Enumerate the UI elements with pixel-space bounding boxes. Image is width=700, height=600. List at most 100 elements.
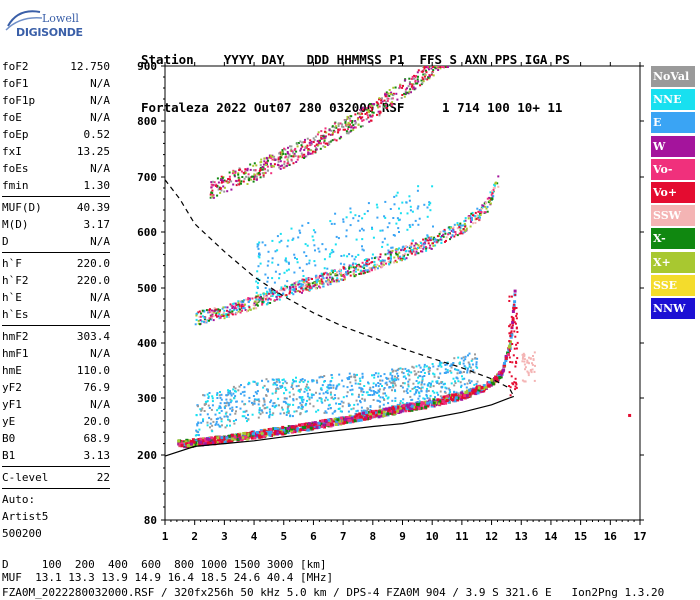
echo-third-hop-point [324,130,327,133]
echo-third-hop-point [310,140,313,143]
echo-third-hop-point [414,79,417,82]
echo-first-hop-point [269,427,273,431]
param-hmf1-label: hmF1 [2,347,29,360]
echo-second-hop-point [488,196,491,199]
echo-scatter-point [210,408,213,411]
echo-third-hop-point [284,165,287,168]
echo-second-hop-point [255,307,258,310]
echo-first-hop-point [207,438,211,442]
echo-third-hop-point [391,103,394,106]
echo-third-hop-point [253,173,256,176]
echo-scatter-point [274,391,277,394]
echo-second-hop-point [331,278,333,281]
echo-third-hop-point [273,163,276,166]
echo-scatter-point [234,395,237,398]
echo-second-hop-point [321,282,324,285]
echo-third-hop-point [281,164,284,167]
echo-third-hop-point [376,104,379,107]
param-hes-value: N/A [90,308,110,321]
echo-cloud-point [372,236,375,239]
echo-scatter-point [342,385,345,388]
echo-scatter-point [320,400,323,403]
echo-third-hop-point [268,154,271,157]
echo-first-hop-point [227,439,231,443]
echo-cloud-point [384,200,387,203]
echo-scatter-point [444,391,447,394]
echo-cloud-point [393,203,396,206]
echo-cloud-point [274,270,277,273]
echo-third-hop-point [261,166,264,168]
echo-scatter-point [224,412,227,415]
echo-second-hop-point [237,300,240,303]
echo-scatter-point [338,403,340,405]
echo-third-hop-point [437,66,440,68]
echo-first-hop-point [426,404,430,408]
echo-third-hop-point [287,162,290,165]
echo-scatter-point [207,404,210,407]
echo-cloud-point [278,241,281,244]
echo-first-hop-point [464,390,468,394]
echo-second-hop-point [389,253,392,256]
echo-third-hop-point [271,154,274,157]
echo-third-hop-point [439,66,441,68]
echo-scatter-point [202,394,205,397]
echo-first-hop-point [410,404,414,408]
echo-scatter-point [326,398,329,401]
echo-scatter-point [268,408,271,411]
param-clevel: C-level 22 [2,469,110,486]
echo-scatter-point [308,396,311,399]
echo-first-hop-point [498,371,502,374]
echo-third-hop-point [279,151,282,154]
echo-scatter-point [454,380,456,383]
echo-scatter-point [457,369,460,372]
echo-third-hop-point [395,92,398,95]
echo-scatter-point [200,408,203,411]
echo-scatter-point [203,403,206,406]
echo-third-hop-point [278,152,281,155]
echo-scatter-point [253,400,256,403]
echo-first-hop-point [490,378,494,382]
echo-scatter-point [463,371,465,373]
echo-cusp-point [510,315,513,318]
echo-cloud-point [325,280,328,283]
echo-third-hop-point [225,180,228,183]
echo-scatter-point [382,403,385,406]
echo-third-hop-point [361,119,364,122]
echo-third-hop-point [344,121,347,124]
echo-second-hop-point [393,256,396,259]
echo-third-hop-point [322,141,325,144]
echo-scatter-point [302,398,305,401]
echo-second-hop-point [349,274,352,277]
echo-cloud-point [362,229,365,232]
echo-third-hop-point [257,172,260,175]
echo-second-hop-point [261,302,264,305]
echo-scatter-point [295,410,298,413]
echo-scatter-point [355,410,358,413]
echo-scatter-point [400,384,403,387]
echo-second-hop-point [247,301,250,303]
echo-second-hop-point [414,247,417,250]
echo-first-hop-point [480,386,484,389]
echo-third-hop-point [283,147,286,150]
echo-second-hop-point [327,278,330,281]
echo-second-hop-point [424,239,427,242]
echo-scatter-point [257,398,260,401]
echo-second-hop-point [289,291,292,294]
echo-third-hop-point [266,169,269,172]
echo-second-hop-point [343,278,346,281]
echo-second-hop-point [470,212,473,215]
echo-scatter-point [461,378,464,381]
echo-third-hop-point [320,130,323,133]
echo-third-hop-point [426,78,429,81]
echo-second-hop-point [256,304,259,307]
echo-second-hop-point [265,297,268,300]
echo-first-hop-point [380,414,384,418]
echo-cloud-point [349,264,352,267]
echo-second-hop-point [301,288,304,290]
echo-first-hop-point [373,411,377,415]
legend-vo: Vo+ [651,181,695,203]
echo-scatter-point [431,380,434,383]
echo-third-hop-point [342,128,345,131]
echo-ssw-point [522,352,525,355]
echo-first-hop-point [469,389,473,393]
